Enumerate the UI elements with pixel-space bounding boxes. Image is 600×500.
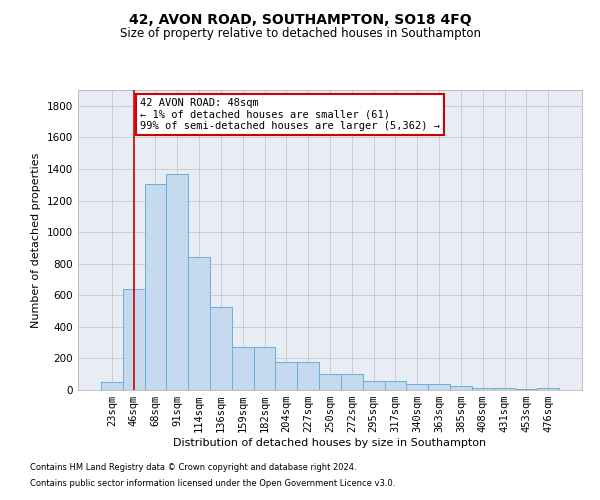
Bar [188, 258, 210, 390]
Bar [537, 388, 559, 390]
Bar [494, 388, 515, 390]
Bar [123, 289, 145, 390]
Bar [254, 346, 275, 390]
Bar [232, 346, 254, 390]
Bar [145, 184, 166, 390]
Bar [210, 307, 232, 390]
Bar [450, 386, 472, 390]
Bar [319, 374, 341, 390]
Text: Contains public sector information licensed under the Open Government Licence v3: Contains public sector information licen… [30, 478, 395, 488]
Bar [385, 380, 406, 390]
Bar [166, 174, 188, 390]
Bar [297, 362, 319, 390]
Y-axis label: Number of detached properties: Number of detached properties [31, 152, 41, 328]
Bar [341, 374, 363, 390]
Bar [472, 388, 494, 390]
X-axis label: Distribution of detached houses by size in Southampton: Distribution of detached houses by size … [173, 438, 487, 448]
Text: Contains HM Land Registry data © Crown copyright and database right 2024.: Contains HM Land Registry data © Crown c… [30, 464, 356, 472]
Bar [406, 384, 428, 390]
Bar [428, 384, 450, 390]
Bar [515, 389, 537, 390]
Text: 42, AVON ROAD, SOUTHAMPTON, SO18 4FQ: 42, AVON ROAD, SOUTHAMPTON, SO18 4FQ [128, 12, 472, 26]
Bar [363, 380, 385, 390]
Text: Size of property relative to detached houses in Southampton: Size of property relative to detached ho… [119, 28, 481, 40]
Bar [101, 382, 123, 390]
Bar [275, 362, 297, 390]
Text: 42 AVON ROAD: 48sqm
← 1% of detached houses are smaller (61)
99% of semi-detache: 42 AVON ROAD: 48sqm ← 1% of detached hou… [140, 98, 440, 131]
